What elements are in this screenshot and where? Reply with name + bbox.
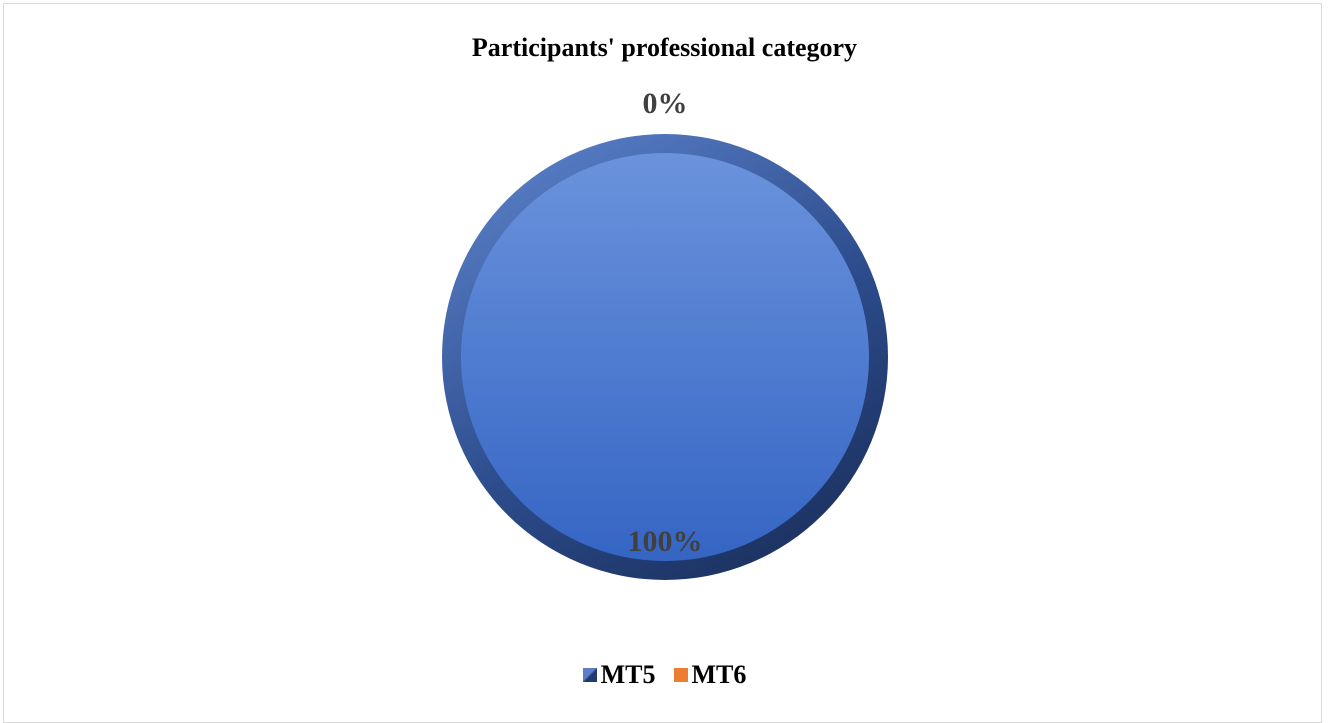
chart-title: Participants' professional category — [471, 33, 858, 62]
legend-label-mt6: MT6 — [691, 660, 747, 689]
legend-item-mt5: MT5 — [582, 660, 656, 690]
legend-item-mt6: MT6 — [673, 660, 747, 690]
legend-swatch-mt5 — [582, 668, 597, 682]
pie-slice-mt5-face — [461, 153, 869, 561]
legend-label-mt5: MT5 — [600, 660, 656, 689]
chart-legend: MT5 MT6 — [0, 660, 1329, 690]
data-label-mt5: 100% — [628, 525, 703, 558]
legend-swatch-mt6 — [673, 668, 688, 682]
data-label-mt6: 0% — [643, 87, 688, 120]
